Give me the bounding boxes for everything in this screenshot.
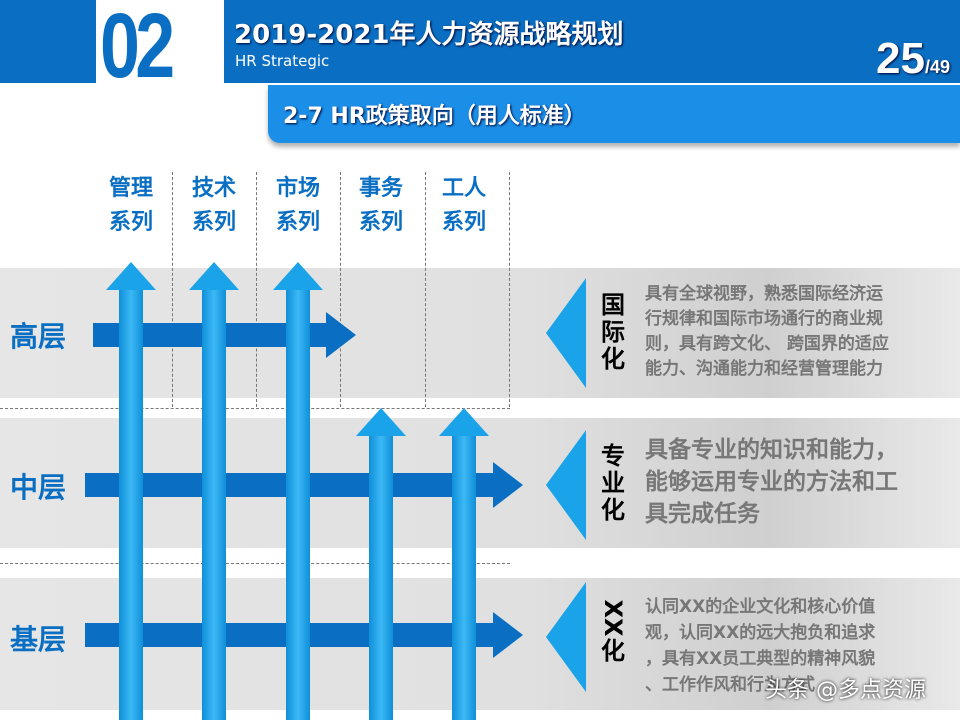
vertical-arrow-worker	[439, 408, 489, 720]
section-title: 2-7 HR政策取向（用人标准）	[283, 104, 586, 129]
page-subtitle: HR Strategic	[235, 52, 330, 70]
vertical-arrow-affairs	[356, 408, 406, 720]
page-current: 25	[876, 34, 925, 83]
divider	[172, 172, 173, 407]
tag-internationalization: 国际化	[601, 291, 625, 373]
divider	[0, 563, 510, 564]
column-header-management: 管理 系列	[108, 176, 153, 235]
divider	[425, 172, 426, 407]
divider	[256, 172, 257, 407]
divider	[509, 172, 510, 407]
description-mid: 具备专业的知识和能力， 能够运用专业的方法和工 具完成任务	[645, 437, 898, 527]
tag-professionalization: 专业化	[601, 442, 625, 524]
section-number: 02	[100, 0, 175, 97]
row-label-base: 基层	[10, 623, 67, 656]
divider	[340, 172, 341, 407]
vertical-arrow-management	[106, 262, 156, 720]
page-number: 25/49	[876, 34, 950, 84]
page-total: /49	[924, 57, 950, 77]
column-header-technical: 技术 系列	[191, 176, 236, 235]
left-triangle-icon	[546, 582, 586, 692]
row-label-high: 高层	[10, 320, 67, 353]
divider	[0, 408, 510, 409]
description-high: 具有全球视野，熟悉国际经济运 行规律和国际市场通行的商业规 则，具有跨文化、 跨国界…	[645, 284, 889, 379]
row-label-mid: 中层	[10, 471, 67, 504]
column-header-affairs: 事务 系列	[358, 176, 403, 235]
header-bar-left	[0, 0, 96, 83]
tag-xx: XX 化	[599, 599, 627, 665]
section-bar	[268, 85, 960, 143]
header-bar	[224, 0, 960, 83]
page-title: 2019-2021年人力资源战略规划	[234, 20, 624, 50]
left-triangle-icon	[546, 278, 586, 388]
left-triangle-icon	[546, 430, 586, 540]
vertical-arrow-technical	[189, 262, 239, 720]
watermark: 头条 @多点资源	[765, 678, 926, 703]
description-base: 认同XX的企业文化和核心价值 观，认同XX的远大抱负和追求 ，具有XX员工典型的精神…	[645, 597, 876, 695]
column-header-worker: 工人 系列	[441, 176, 486, 235]
vertical-arrow-market	[273, 262, 323, 720]
column-header-market: 市场 系列	[275, 176, 320, 235]
